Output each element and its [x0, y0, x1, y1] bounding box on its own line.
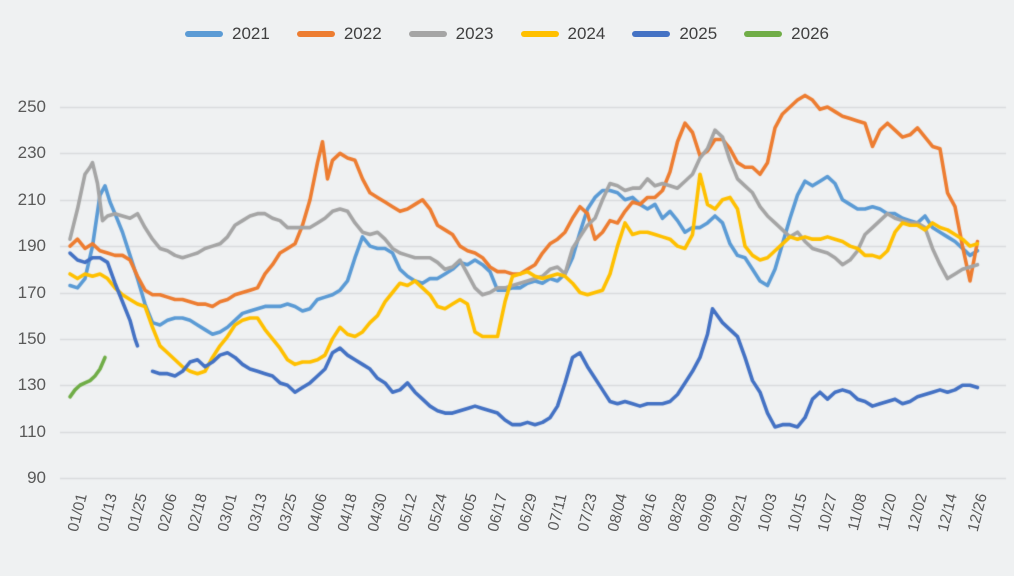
- legend-line-swatch-icon: [744, 31, 783, 37]
- y-axis-tick-label: 170: [17, 282, 46, 302]
- legend-line-swatch-icon: [520, 31, 559, 37]
- legend-line-swatch-icon: [632, 31, 671, 37]
- legend-item-2026: 2026: [744, 24, 829, 44]
- legend-line-swatch-icon: [296, 31, 335, 37]
- legend-line-swatch-icon: [408, 31, 447, 37]
- legend-label: 2024: [567, 24, 606, 43]
- y-axis-tick-label: 130: [17, 375, 46, 395]
- chart-legend: 2021 2022 2023 2024 2025 2026: [0, 24, 1014, 44]
- legend-item-2025: 2025: [632, 24, 717, 44]
- legend-item-2021: 2021: [185, 24, 270, 44]
- y-axis-tick-label: 230: [17, 143, 46, 163]
- legend-label: 2021: [232, 24, 270, 43]
- legend-label: 2022: [343, 24, 382, 43]
- legend-item-2022: 2022: [296, 24, 382, 44]
- y-axis-tick-label: 250: [17, 97, 46, 116]
- legend-label: 2025: [679, 24, 718, 43]
- y-axis-tick-label: 90: [27, 468, 46, 487]
- y-axis-tick-label: 150: [17, 328, 46, 348]
- y-axis-tick-label: 110: [18, 421, 46, 441]
- y-axis-tick-label: 190: [17, 236, 46, 256]
- y-axis-tick-label: 210: [17, 189, 46, 209]
- legend-label: 2026: [791, 24, 829, 43]
- legend-item-2023: 2023: [408, 24, 494, 44]
- legend-item-2024: 2024: [520, 24, 606, 44]
- legend-line-swatch-icon: [185, 31, 224, 37]
- legend-label: 2023: [455, 24, 494, 43]
